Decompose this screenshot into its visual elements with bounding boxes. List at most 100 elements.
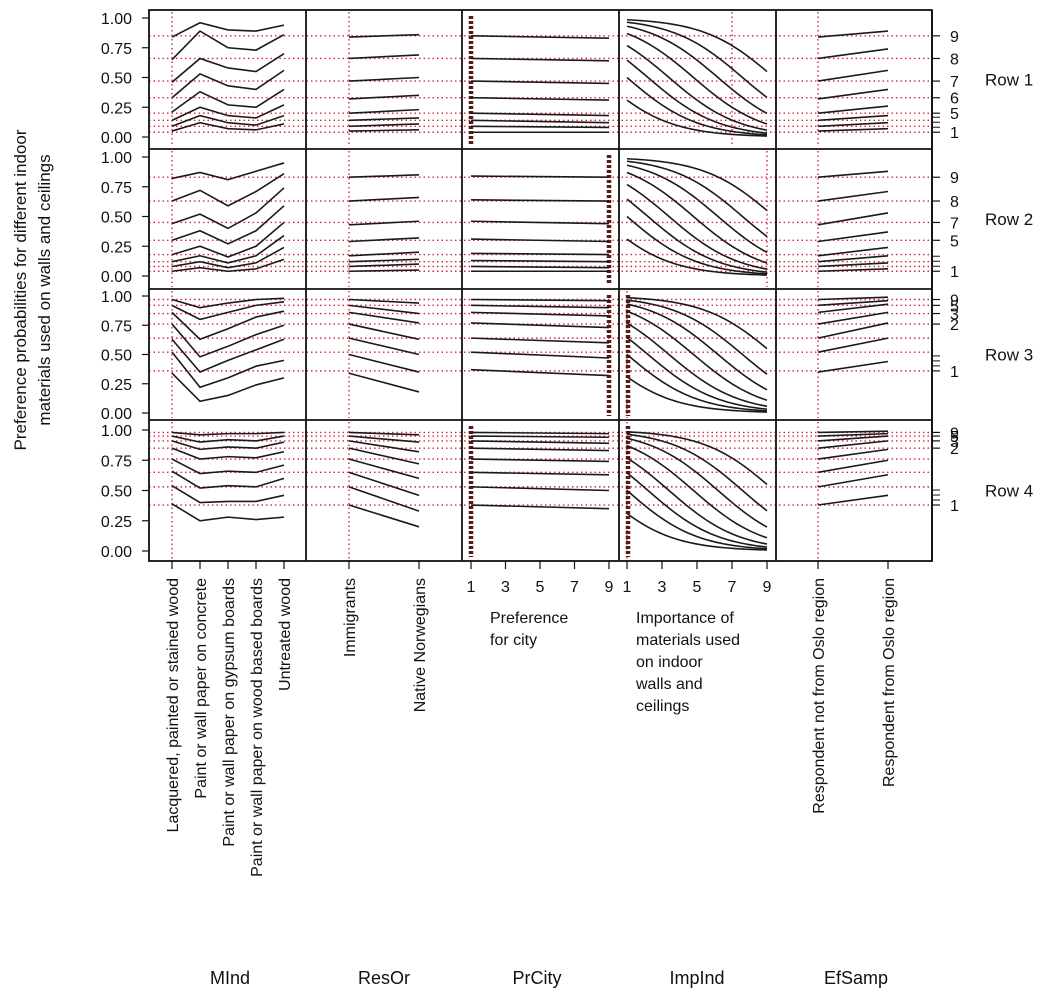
efsamp-curve-1 bbox=[817, 296, 889, 301]
right-tick-label: 1 bbox=[950, 498, 959, 515]
impind-curve-1 bbox=[626, 157, 768, 212]
right-tick-label: 5 bbox=[950, 298, 959, 315]
row-label: Row 2 bbox=[985, 210, 1033, 229]
prcity-curve-5 bbox=[470, 252, 610, 256]
row-label: Row 4 bbox=[985, 482, 1033, 501]
impind-curve-5 bbox=[626, 183, 768, 270]
impind-curve-6 bbox=[626, 336, 768, 411]
prcity-curve-7 bbox=[470, 125, 610, 129]
efsamp-curve-4 bbox=[817, 231, 889, 243]
y-tick-label: 0.25 bbox=[101, 100, 132, 117]
prcity-curve-3 bbox=[470, 311, 610, 317]
impind-curve-1 bbox=[626, 430, 768, 486]
right-tick-label: 9 bbox=[950, 425, 959, 442]
prcity-curve-7 bbox=[470, 486, 610, 492]
y-tick-label: 0.75 bbox=[101, 41, 132, 58]
mind-curve-5 bbox=[171, 338, 285, 374]
efsamp-curve-7 bbox=[817, 360, 889, 373]
mind-curve-7 bbox=[171, 114, 285, 128]
resor-curve-2 bbox=[348, 54, 420, 60]
prcity-curve-7 bbox=[470, 368, 610, 377]
y-tick-label: 0.75 bbox=[101, 453, 132, 470]
prcity-curve-4 bbox=[470, 96, 610, 101]
mind-category-label: Untreated wood bbox=[277, 578, 294, 691]
resor-curve-3 bbox=[348, 440, 420, 453]
prcity-curve-7 bbox=[470, 265, 610, 269]
mind-category-label: Paint or wall paper on wood based boards bbox=[249, 578, 266, 877]
efsamp-curve-4 bbox=[817, 311, 889, 325]
prcity-curve-5 bbox=[470, 112, 610, 117]
prcity-curve-3 bbox=[470, 220, 610, 225]
efsamp-curve-1 bbox=[817, 170, 889, 179]
impind-curve-8 bbox=[626, 376, 768, 413]
prcity-tick-label: 5 bbox=[536, 579, 545, 596]
impind-curve-5 bbox=[626, 322, 768, 408]
impind-curve-2 bbox=[626, 433, 768, 512]
efsamp-curve-8 bbox=[817, 127, 889, 132]
mind-curve-4 bbox=[171, 69, 285, 99]
impind-curve-4 bbox=[626, 445, 768, 539]
prcity-tick-label: 1 bbox=[467, 579, 476, 596]
efsamp-curve-2 bbox=[817, 48, 889, 60]
right-tick-label: 8 bbox=[950, 194, 959, 211]
mind-curve-7 bbox=[171, 484, 285, 504]
resor-curve-5 bbox=[348, 458, 420, 480]
right-tick-label: 5 bbox=[950, 233, 959, 250]
prcity-curve-2 bbox=[470, 304, 610, 309]
mind-curve-7 bbox=[171, 372, 285, 403]
prcity-tick-label: 7 bbox=[570, 579, 579, 596]
row-1-group: 1.00 0.75 0.50 0.25 0.00 9 8 765 1 Row 1 bbox=[101, 11, 1033, 147]
impind-tick-label: 3 bbox=[658, 579, 667, 596]
prcity-axis-title: Preference bbox=[490, 610, 568, 627]
efsamp-curve-2 bbox=[817, 299, 889, 307]
prcity-curve-6 bbox=[470, 119, 610, 124]
y-tick-label: 1.00 bbox=[101, 289, 132, 306]
mind-curve-2 bbox=[171, 30, 285, 61]
row-label: Row 1 bbox=[985, 71, 1033, 90]
mind-curve-6 bbox=[171, 470, 285, 489]
resor-curve-5 bbox=[348, 337, 420, 356]
resor-curve-2 bbox=[348, 196, 420, 202]
mind-curve-7 bbox=[171, 246, 285, 269]
efsamp-curve-5 bbox=[817, 448, 889, 460]
impind-curve-7 bbox=[626, 353, 768, 412]
efsamp-curve-3 bbox=[817, 303, 889, 314]
y-tick-label: 0.50 bbox=[101, 484, 132, 501]
impind-curve-3 bbox=[626, 25, 768, 115]
resor-curve-3 bbox=[348, 220, 420, 226]
mind-curve-6 bbox=[171, 234, 285, 264]
resor-curve-7 bbox=[348, 123, 420, 128]
right-tick-label: 3 bbox=[950, 434, 959, 451]
prcity-curve-2 bbox=[470, 199, 610, 202]
efsamp-curve-6 bbox=[817, 459, 889, 474]
impind-curve-1 bbox=[626, 18, 768, 73]
row-2-group: 1.00 0.75 0.50 0.25 0.00 9 8 75 1 Row 2 bbox=[101, 150, 1033, 287]
resor-curve-5 bbox=[348, 108, 420, 114]
right-tick-label: 6 bbox=[950, 91, 959, 108]
resor-curve-1 bbox=[348, 431, 420, 436]
prcity-curve-5 bbox=[470, 337, 610, 344]
y-tick-label: 0.00 bbox=[101, 544, 132, 561]
resor-category-label: Native Norwegians bbox=[412, 578, 429, 712]
right-tick-label: 2 bbox=[950, 317, 959, 334]
impind-curve-8 bbox=[626, 512, 768, 551]
y-tick-label: 0.50 bbox=[101, 210, 132, 227]
right-tick-label: 5 bbox=[950, 429, 959, 446]
impind-axis-title: walls and bbox=[635, 676, 703, 693]
y-tick-label: 1.00 bbox=[101, 11, 132, 28]
resor-curve-4 bbox=[348, 323, 420, 341]
mind-curve-2 bbox=[171, 301, 285, 321]
impind-curve-8 bbox=[626, 238, 768, 276]
prcity-curve-4 bbox=[470, 322, 610, 329]
prcity-tick-label: 9 bbox=[605, 579, 614, 596]
efsamp-curve-1 bbox=[817, 30, 889, 38]
mind-curve-5 bbox=[171, 221, 285, 258]
right-tick-label: 7 bbox=[950, 215, 959, 232]
y-tick-label: 0.50 bbox=[101, 71, 132, 88]
efsamp-curve-7 bbox=[817, 262, 889, 268]
resor-curve-6 bbox=[348, 258, 420, 263]
right-tick-label: 1 bbox=[950, 264, 959, 281]
prcity-curve-5 bbox=[470, 458, 610, 463]
